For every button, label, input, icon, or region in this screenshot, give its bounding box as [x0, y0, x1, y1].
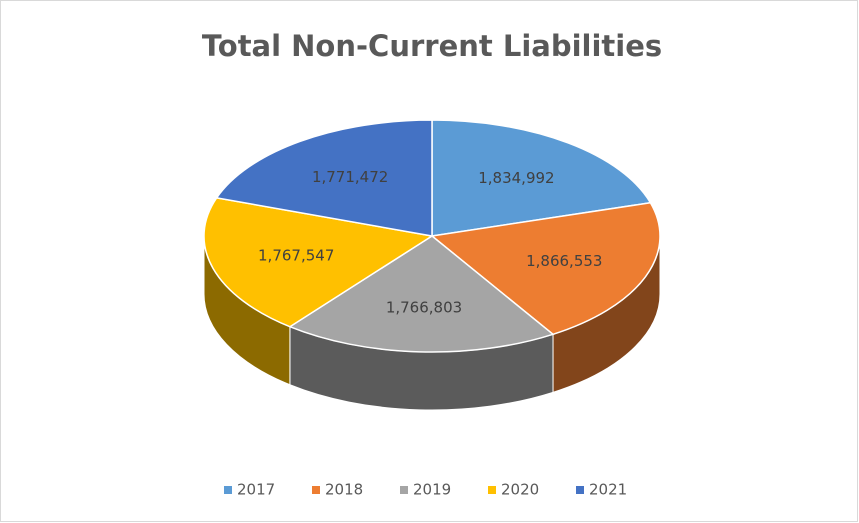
slice-top	[288, 235, 555, 353]
data-label: 1,766,803	[386, 298, 462, 316]
legend-label: 2018	[325, 481, 363, 499]
legend-label: 2021	[589, 481, 627, 499]
slice-top	[431, 119, 652, 237]
pie-slice	[431, 119, 652, 237]
pie-slice	[430, 201, 661, 393]
pie-slice	[203, 197, 435, 386]
legend-label: 2017	[237, 481, 275, 499]
legend-marker	[400, 486, 408, 494]
slice-top	[215, 119, 433, 237]
legend-label: 2019	[413, 481, 451, 499]
legend-marker	[224, 486, 232, 494]
data-label: 1,834,992	[478, 169, 554, 187]
slice-top	[430, 201, 661, 336]
legend-marker	[488, 486, 496, 494]
data-label: 1,767,547	[258, 246, 334, 264]
legend-marker	[576, 486, 584, 494]
data-label: 1,771,472	[312, 168, 388, 186]
chart-title: Total Non-Current Liabilities	[202, 29, 662, 63]
pie-slice	[215, 119, 433, 237]
legend-label: 2020	[501, 481, 539, 499]
data-label: 1,866,553	[526, 252, 602, 270]
slice-top	[203, 197, 435, 328]
legend-marker	[312, 486, 320, 494]
